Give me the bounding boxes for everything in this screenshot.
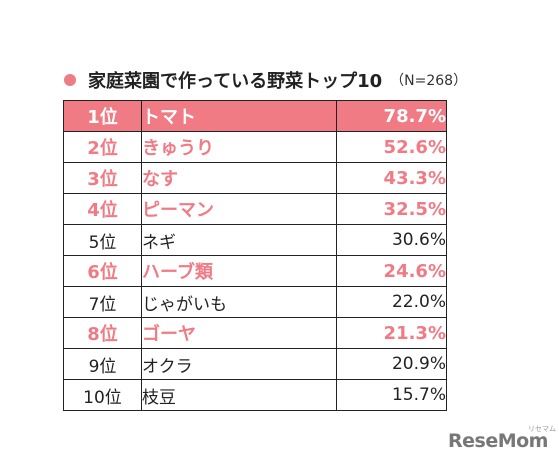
vegetable-name-cell: ピーマン (141, 193, 337, 225)
table-row: 6位 ハーブ類 24.6% (63, 255, 447, 287)
vegetable-name-cell: ネギ (141, 224, 337, 256)
rank-cell: 3位 (63, 162, 142, 194)
resemom-logo-subtext: リセマム (528, 425, 556, 433)
rank-cell: 7位 (63, 286, 142, 318)
vegetable-name-cell: ハーブ類 (141, 255, 337, 287)
rank-cell: 4位 (63, 193, 142, 225)
rank-cell: 2位 (63, 131, 142, 163)
ranking-table-body: 1位 トマト 78.7% 2位 きゅうり 52.6% 3位 なす 43.3% 4位 ピーマン 32.5… (63, 100, 447, 411)
percent-cell: 52.6% (336, 131, 447, 163)
rank-cell: 6位 (63, 255, 142, 287)
table-row: 10位 枝豆 15.7% (63, 379, 447, 411)
percent-cell: 78.7% (336, 100, 447, 132)
percent-cell: 30.6% (336, 224, 447, 256)
percent-cell: 43.3% (336, 162, 447, 194)
percent-cell: 15.7% (336, 379, 447, 411)
percent-cell: 21.3% (336, 317, 447, 349)
ranking-table: 1位 トマト 78.7% 2位 きゅうり 52.6% 3位 なす 43.3% 4位 ピーマン 32.5… (63, 100, 447, 411)
table-row: 2位 きゅうり 52.6% (63, 131, 447, 163)
vegetable-name-cell: ゴーヤ (141, 317, 337, 349)
percent-cell: 22.0% (336, 286, 447, 318)
rank-cell: 10位 (63, 379, 142, 411)
table-row: 4位 ピーマン 32.5% (63, 193, 447, 225)
table-row: 1位 トマト 78.7% (63, 100, 447, 132)
rank-cell: 1位 (63, 100, 142, 132)
vegetable-name-cell: トマト (141, 100, 337, 132)
table-row: 3位 なす 43.3% (63, 162, 447, 194)
chart-header: 家庭菜園で作っている野菜トップ10 （N=268） (64, 66, 467, 94)
rank-cell: 8位 (63, 317, 142, 349)
rank-cell: 9位 (63, 348, 142, 380)
bullet-dot-icon (64, 74, 76, 86)
percent-cell: 32.5% (336, 193, 447, 225)
rank-cell: 5位 (63, 224, 142, 256)
vegetable-name-cell: きゅうり (141, 131, 337, 163)
table-row: 9位 オクラ 20.9% (63, 348, 447, 380)
vegetable-name-cell: じゃがいも (141, 286, 337, 318)
vegetable-name-cell: 枝豆 (141, 379, 337, 411)
percent-cell: 20.9% (336, 348, 447, 380)
table-row: 5位 ネギ 30.6% (63, 224, 447, 256)
table-row: 8位 ゴーヤ 21.3% (63, 317, 447, 349)
vegetable-name-cell: オクラ (141, 348, 337, 380)
vegetable-name-cell: なす (141, 162, 337, 194)
sample-size: （N=268） (390, 73, 468, 89)
table-row: 7位 じゃがいも 22.0% (63, 286, 447, 318)
percent-cell: 24.6% (336, 255, 447, 287)
chart-title: 家庭菜園で作っている野菜トップ10 (88, 71, 383, 92)
resemom-logo: ReseMom (448, 430, 548, 452)
